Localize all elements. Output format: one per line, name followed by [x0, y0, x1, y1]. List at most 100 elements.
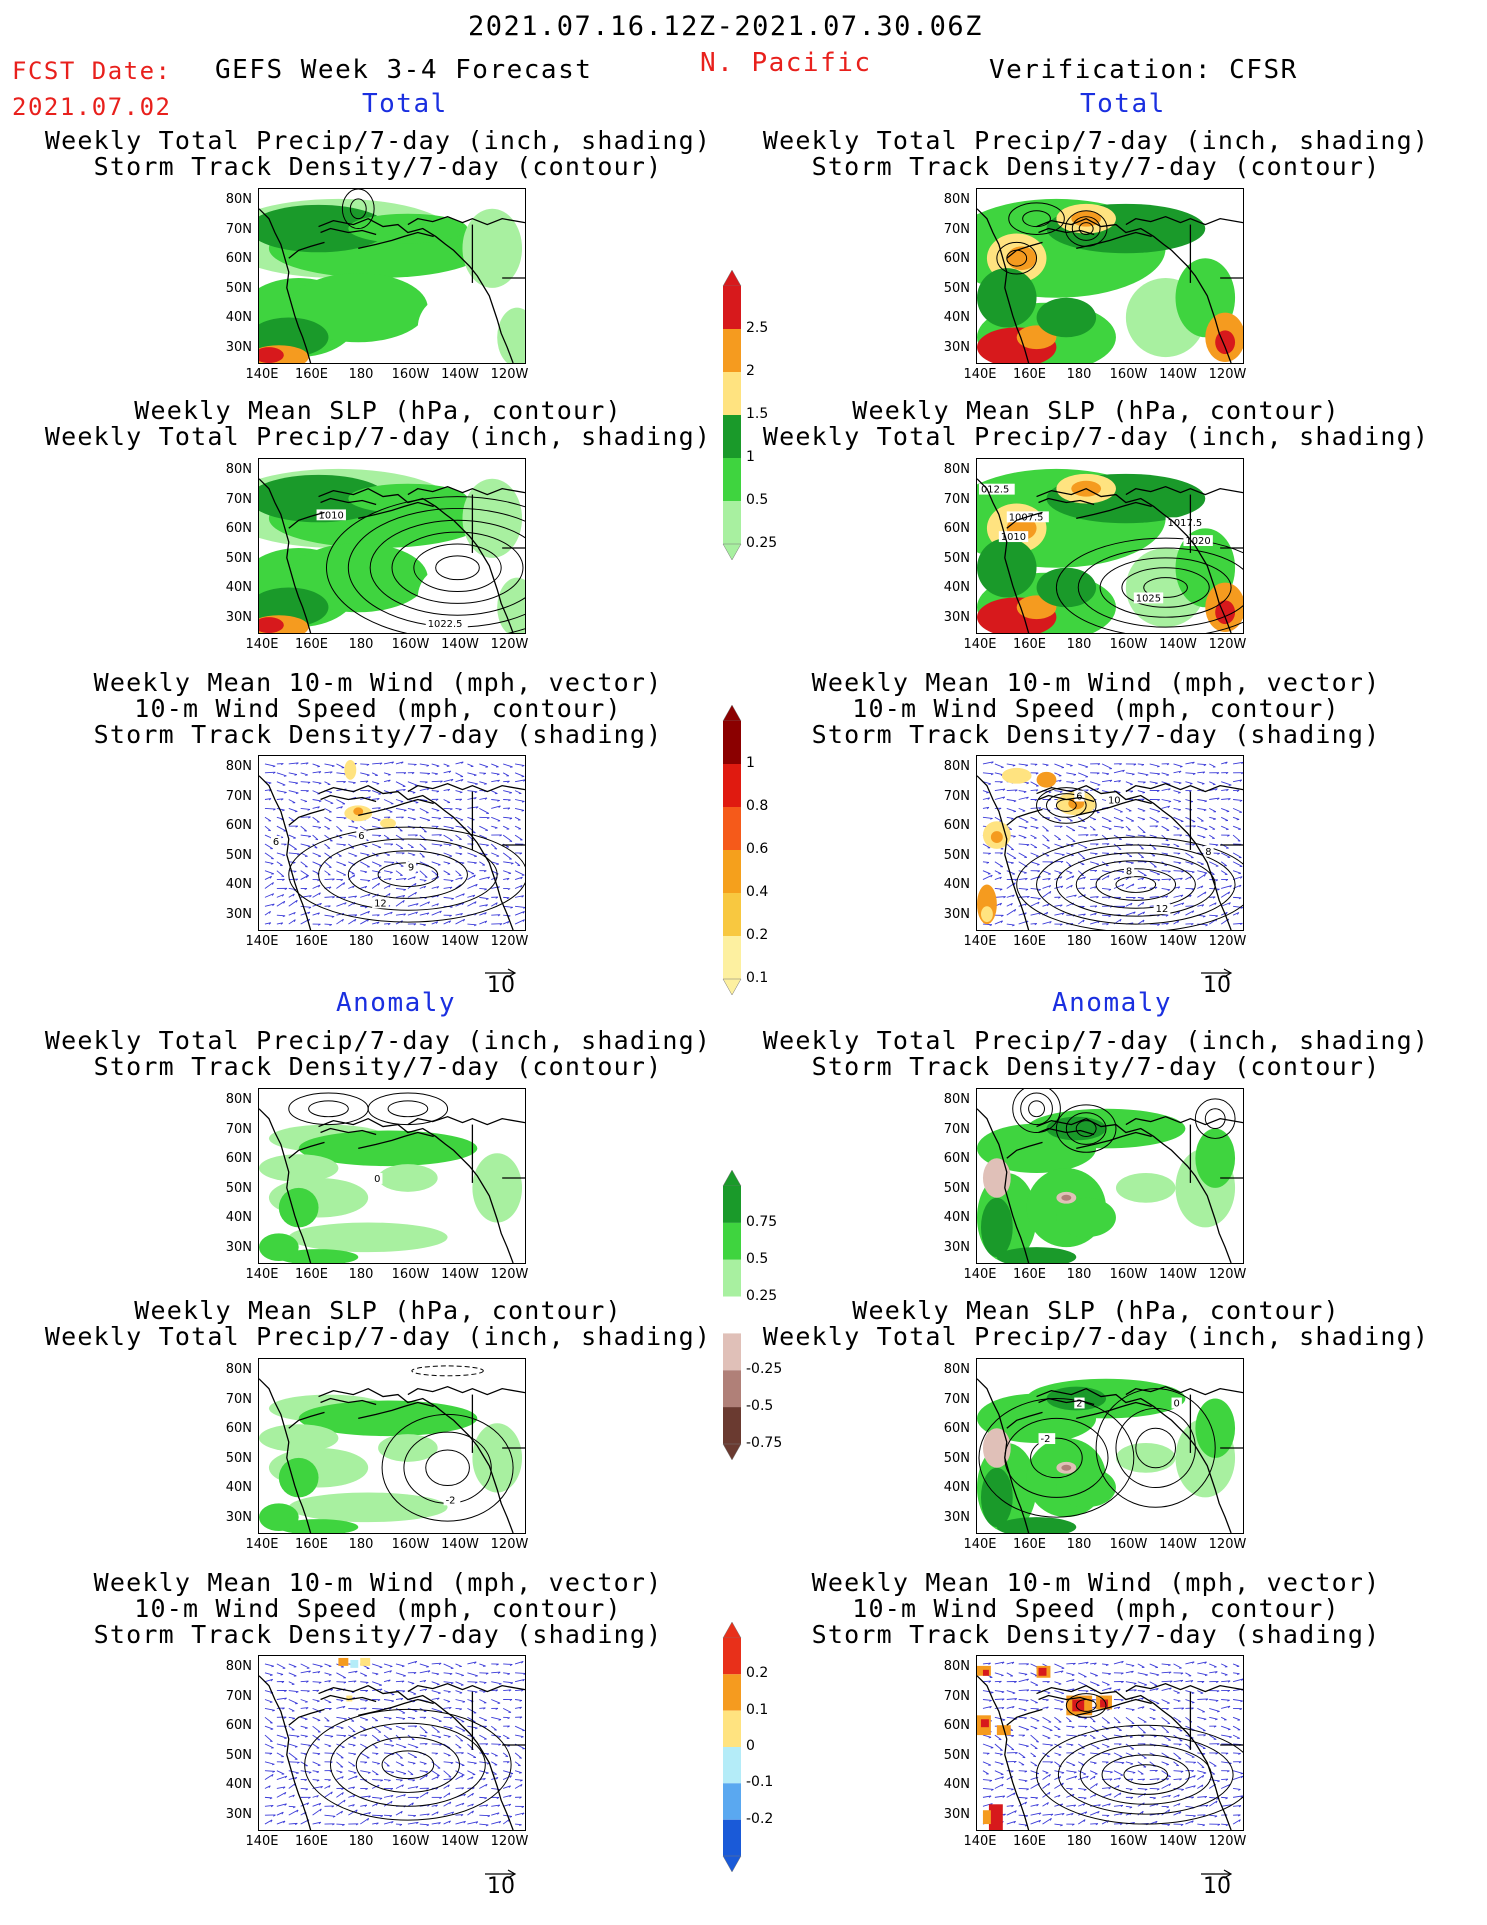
lon-tick-label: 120W — [1208, 1834, 1247, 1849]
panel-title-line: 10-m Wind Speed (mph, contour) — [852, 694, 1340, 723]
colorbar-storm-total: 1 0.8 0.6 0.4 0.2 0.1 — [722, 705, 782, 995]
colorbar-precip-total: 2.5 2 1.5 1 0.5 0.25 — [722, 270, 782, 560]
map-canvas: 0 — [259, 1092, 525, 1263]
panel-title-line: Weekly Total Precip/7-day (inch, shading… — [762, 126, 1430, 155]
colorbar-precip-anom: 0.75 0.5 0.25 -0.25 -0.5 -0.75 — [722, 1170, 782, 1460]
lat-tick-label: 60N — [225, 1151, 252, 1166]
vector-ref-verification-anom: 10 — [1200, 1864, 1234, 1898]
vector-ref-label: 10 — [487, 1874, 515, 1899]
lon-tick-label: 140W — [441, 934, 479, 949]
contour-label: 1010 — [319, 510, 344, 521]
lat-tick-label: 50N — [225, 847, 252, 863]
lon-tick-label: 160E — [294, 1834, 329, 1849]
contour-label-bg — [1074, 1397, 1085, 1409]
map-panel-verification-total-slp-precip: 012.5 1007.5 1010 1017.5 1020 1025 — [976, 458, 1244, 634]
coastline — [977, 208, 1243, 363]
map-panel-verification-total-wind-storm: 6 10 8 12 8 — [976, 755, 1244, 931]
lat-tick-label: 50N — [225, 280, 252, 296]
section-total-verification: Total — [1080, 89, 1166, 119]
lat-tick-label: 30N — [225, 1806, 252, 1822]
lon-tick-label: 140W — [1159, 1267, 1197, 1282]
lat-tick-label: 50N — [943, 280, 970, 296]
verification-label: Verification: CFSR — [989, 55, 1298, 85]
contour-label-bg — [1074, 790, 1085, 802]
colorbar-label: 0.25 — [746, 535, 778, 551]
lon-tick-label: 120W — [1208, 1537, 1247, 1552]
colorbar-label: -0.2 — [746, 1810, 774, 1827]
panel-title-line: Storm Track Density/7-day (shading) — [93, 1620, 663, 1649]
lat-tick-label: 70N — [943, 788, 970, 804]
lat-tick-label: 80N — [225, 759, 252, 774]
contour-label-bg — [1203, 845, 1214, 857]
lon-tick-label: 160W — [1109, 1267, 1148, 1282]
contour-lines — [288, 826, 525, 923]
lon-tick-label: 140W — [441, 1537, 479, 1552]
contour-lines — [326, 496, 525, 633]
lon-tick-label: 140E — [963, 637, 997, 652]
panel-title-line: Weekly Total Precip/7-day (inch, shading… — [44, 1026, 712, 1055]
lat-tick-label: 80N — [943, 1092, 970, 1107]
lon-tick-label: 180 — [348, 934, 374, 949]
panel-title-line: Storm Track Density/7-day (shading) — [811, 1620, 1381, 1649]
lon-tick-label: 120W — [1208, 1267, 1247, 1282]
contour-label: -2 — [446, 1495, 456, 1506]
contour-label-bg — [316, 509, 346, 521]
lon-tick-label: 160E — [1012, 934, 1047, 949]
lon-tick-label: 160W — [391, 1537, 430, 1552]
colorbar-label: 0 — [746, 1738, 755, 1754]
panel-title-line: Weekly Mean SLP (hPa, contour) — [852, 396, 1340, 425]
lat-tick-label: 70N — [225, 788, 252, 804]
colorbar-label: 0.1 — [746, 970, 769, 986]
lat-tick-label: 70N — [943, 1688, 970, 1704]
lon-tick-label: 120W — [490, 1834, 529, 1849]
colorbar-label: 0.4 — [746, 884, 769, 900]
colorbar-label: 0.1 — [746, 1701, 769, 1718]
contour-label: 8 — [1126, 867, 1132, 878]
shading-field — [259, 1394, 523, 1533]
lat-tick-label: 60N — [943, 521, 970, 536]
lat-tick-label: 40N — [943, 1777, 970, 1792]
lon-tick-label: 140E — [245, 934, 279, 949]
colorbar-swatches — [722, 705, 742, 995]
lon-tick-label: 160W — [391, 1267, 430, 1282]
lon-tick-label: 120W — [490, 1267, 529, 1282]
lon-tick-label: 140W — [441, 1834, 479, 1849]
contour-label: 0 — [1174, 1398, 1180, 1409]
lat-tick-label: 70N — [225, 1391, 252, 1407]
forecast-title: GEFS Week 3-4 Forecast — [215, 55, 593, 85]
lat-tick-label: 30N — [225, 1239, 252, 1255]
map-panel-forecast-anom-precip-storm: 0 — [258, 1088, 526, 1264]
lat-tick-label: 80N — [225, 1659, 252, 1674]
section-anomaly-verification: Anomaly — [1052, 988, 1173, 1018]
wind-vectors — [982, 761, 1243, 927]
lat-tick-label: 60N — [943, 1151, 970, 1166]
contour-label: 10 — [1108, 795, 1121, 806]
contour-label: 12 — [1156, 904, 1169, 915]
lon-tick-label: 180 — [348, 1267, 374, 1282]
lon-tick-label: 140W — [441, 637, 479, 652]
panel-title-line: Weekly Total Precip/7-day (inch, shading… — [44, 422, 712, 451]
map-canvas — [977, 1660, 1243, 1830]
panel-title-line: 10-m Wind Speed (mph, contour) — [134, 694, 622, 723]
contour-label-bg — [443, 1494, 461, 1506]
map-panel-forecast-total-wind-storm: 6 6 9 12 — [258, 755, 526, 931]
lon-tick-label: 120W — [490, 637, 529, 652]
contour-lines — [1194, 1098, 1236, 1139]
lon-tick-label: 160W — [391, 934, 430, 949]
arrow-icon — [485, 968, 517, 978]
contour-lines — [304, 1708, 512, 1821]
map-panel-forecast-anom-slp-precip: -2 — [258, 1358, 526, 1534]
lat-tick-label: 60N — [943, 251, 970, 266]
lon-tick-label: 160W — [1109, 1537, 1148, 1552]
lon-tick-label: 160W — [1109, 367, 1148, 382]
lat-tick-label: 40N — [943, 310, 970, 325]
lon-tick-label: 180 — [348, 1834, 374, 1849]
lon-tick-label: 160E — [294, 637, 329, 652]
lon-tick-label: 160E — [294, 1267, 329, 1282]
lon-tick-label: 180 — [1066, 637, 1092, 652]
lon-tick-label: 180 — [1066, 1537, 1092, 1552]
shading-field — [259, 1124, 523, 1263]
lon-tick-label: 160E — [294, 367, 329, 382]
lat-tick-label: 70N — [943, 491, 970, 507]
